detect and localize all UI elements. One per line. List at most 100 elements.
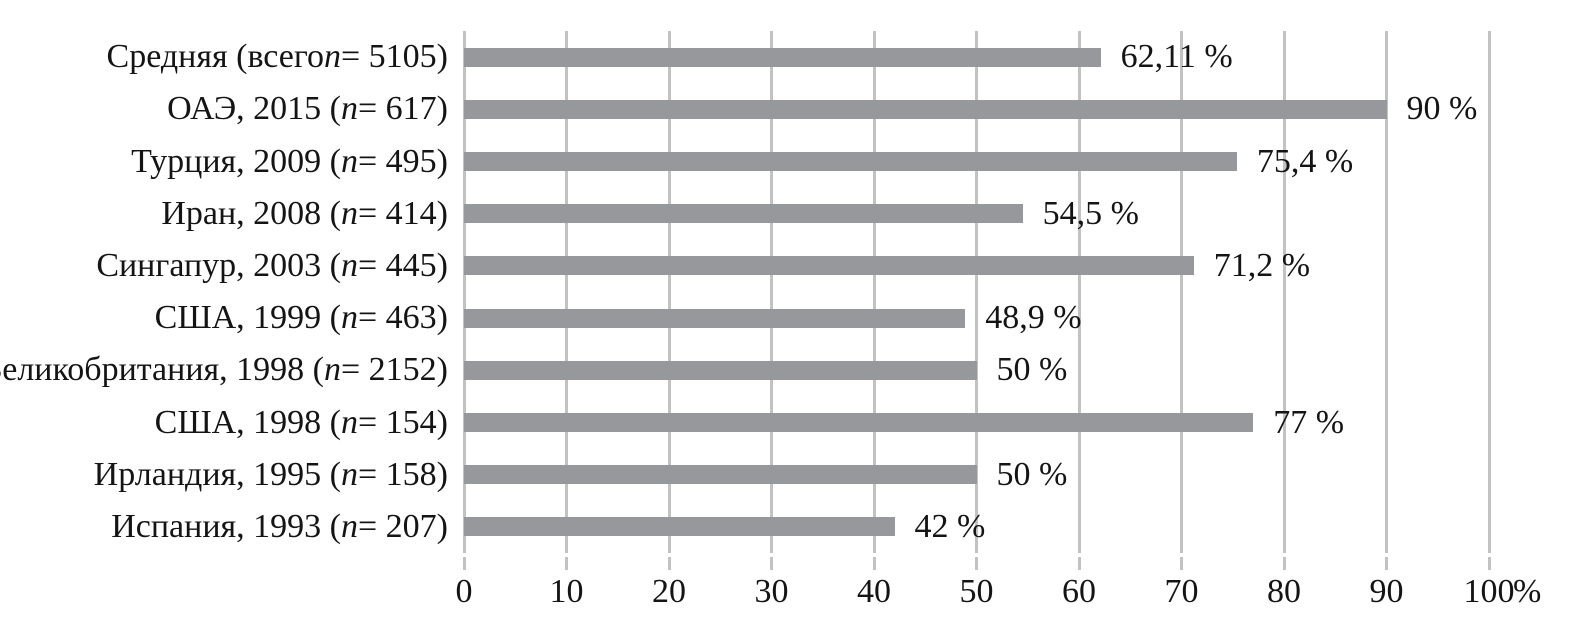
axis-tick (1077, 557, 1081, 570)
value-label: 48,9 % (985, 299, 1082, 337)
bar (464, 152, 1237, 171)
axis-tick (975, 557, 978, 570)
gridline (1180, 31, 1183, 553)
axis-tick-label: 100 (1463, 573, 1515, 610)
category-label-text: Иран, 2008 ( (161, 194, 341, 232)
category-label: США, 1998 (n = 154) (0, 396, 448, 448)
category-label-text: Турция, 2009 ( (131, 142, 341, 180)
axis-tick (1385, 557, 1388, 570)
category-label: ОАЭ, 2015 (n = 617) (0, 83, 448, 135)
axis-tick-label: 0 (455, 573, 473, 610)
x-axis: 0 10 20 30 40 50 60 70 80 90 100 % (456, 553, 1541, 623)
value-label: 71,2 % (1213, 246, 1311, 284)
category-label-text: = 158) (358, 455, 448, 493)
category-label-n: n (341, 246, 358, 284)
category-label-text: Великобритания, 1998 ( (0, 351, 324, 389)
value-label: 54,5 % (1042, 194, 1139, 232)
value-label: 50 % (996, 351, 1068, 389)
category-label-text: = 5105) (341, 38, 448, 76)
axis-tick (462, 557, 466, 570)
category-label-text: = 617) (358, 90, 448, 128)
category-label: Великобритания, 1998 (n = 2152) (0, 344, 448, 396)
bars: 62,11 % 90 % 75,4 % 54,5 % 71,2 % 48,9 %… (464, 31, 1489, 553)
category-label-n: n (341, 507, 358, 545)
axis-tick-label: 20 (652, 573, 686, 610)
axis-tick (1282, 557, 1286, 570)
bar (464, 47, 1101, 67)
axis-tick-label: 10 (549, 573, 584, 610)
bar (464, 99, 1387, 119)
axis-tick-label: 50 (959, 573, 994, 610)
gridline (770, 31, 773, 553)
axis-tick-label: 80 (1267, 573, 1301, 610)
category-label-n: n (324, 38, 341, 76)
bar-row: 48,9 % (464, 292, 1489, 344)
value-label: 42 % (914, 507, 986, 545)
category-label-n: n (341, 455, 358, 493)
plot-area: 62,11 % 90 % 75,4 % 54,5 % 71,2 % 48,9 %… (462, 31, 1491, 553)
category-label: Испания, 1993 (n = 207) (0, 501, 448, 553)
category-label: Турция, 2009 (n = 495) (0, 135, 448, 187)
category-label-text: США, 1998 ( (154, 403, 341, 441)
category-label-text: = 445) (358, 246, 448, 284)
bar (464, 465, 977, 485)
category-label-n: n (341, 142, 358, 180)
axis-tick-label: 60 (1062, 573, 1096, 610)
bar-row: 42 % (464, 501, 1489, 553)
category-label-n: n (341, 90, 358, 128)
bar-row: 62,11 % (464, 31, 1489, 83)
gridline (565, 31, 568, 553)
bar-row: 75,4 % (464, 135, 1489, 187)
category-label-text: ОАЭ, 2015 ( (167, 90, 341, 128)
category-label: Иран, 2008 (n = 414) (0, 188, 448, 240)
category-label-n: n (324, 351, 341, 389)
category-label-n: n (341, 194, 358, 232)
axis-tick (1487, 557, 1491, 570)
gridline (462, 31, 466, 553)
category-label-text: = 414) (358, 194, 448, 232)
axis-tick-label: 70 (1164, 573, 1199, 610)
category-label-text: = 495) (358, 142, 448, 180)
category-label-text: Средняя (всего (106, 38, 324, 76)
category-label-n: n (341, 403, 358, 441)
category-label-text: = 154) (358, 403, 448, 441)
category-label: Ирландия, 1995 (n = 158) (0, 449, 448, 501)
gridline (1282, 31, 1286, 553)
category-label-text: = 207) (358, 507, 448, 545)
gridline (1077, 31, 1081, 553)
category-label-text: = 2152) (341, 351, 448, 389)
category-labels: Средняя (всего n = 5105) ОАЭ, 2015 (n = … (0, 31, 448, 553)
category-label-text: США, 1999 ( (154, 299, 341, 337)
category-label-n: n (341, 299, 358, 337)
category-label-text: Испания, 1993 ( (111, 507, 341, 545)
axis-tick (872, 557, 876, 570)
bar-row: 71,2 % (464, 240, 1489, 292)
gridline (1385, 31, 1388, 553)
category-label: США, 1999 (n = 463) (0, 292, 448, 344)
bar (464, 308, 966, 328)
category-label-text: Сингапур, 2003 ( (96, 246, 341, 284)
gridline (667, 31, 671, 553)
bar (464, 360, 977, 380)
category-label-text: Ирландия, 1995 ( (93, 455, 341, 493)
value-label: 90 % (1406, 90, 1478, 128)
bar-row: 54,5 % (464, 188, 1489, 240)
bar-row: 90 % (464, 83, 1489, 135)
category-label: Сингапур, 2003 (n = 445) (0, 240, 448, 292)
axis-tick (667, 557, 671, 570)
bar (464, 204, 1023, 224)
bar (464, 413, 1254, 433)
gridline (872, 31, 876, 553)
category-label-text: = 463) (358, 299, 448, 337)
bar-row: 50 % (464, 344, 1489, 396)
value-label: 62,11 % (1120, 38, 1233, 76)
axis-tick-label: 30 (754, 573, 789, 610)
gridline (975, 31, 978, 553)
axis-tick (770, 557, 773, 570)
axis-tick-label: 90 (1369, 573, 1404, 610)
value-label: 50 % (996, 455, 1068, 493)
bar-row: 77 % (464, 396, 1489, 448)
axis-unit-label: % (1513, 573, 1542, 610)
bar (464, 517, 895, 537)
